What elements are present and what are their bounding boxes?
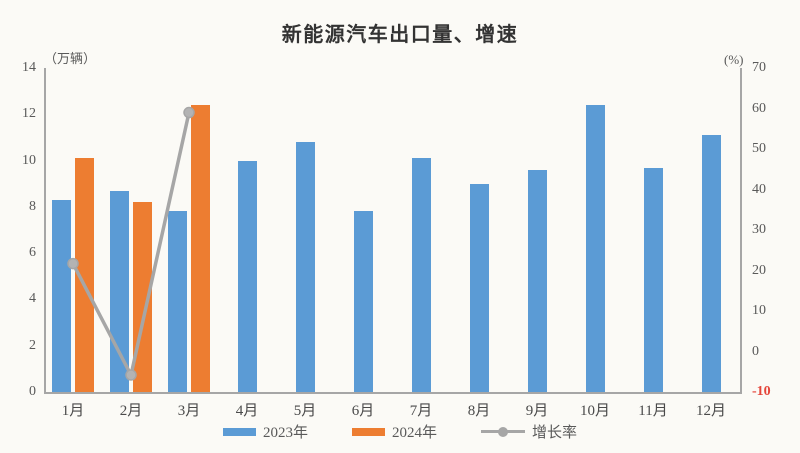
bar-2023年-10月	[585, 105, 605, 392]
legend-label-2023年: 2023年	[262, 425, 308, 441]
left-axis-tick-2: 2	[29, 337, 36, 353]
legend-swatch-2023年	[222, 427, 256, 436]
bar-2023年-5月	[295, 142, 315, 392]
x-axis-label-6月: 6月	[351, 403, 375, 419]
legend-line-marker-增长率	[481, 426, 525, 437]
growth-rate-line	[71, 112, 191, 381]
growth-rate-marker-3月	[183, 106, 195, 119]
bar-2023年-1月	[52, 199, 71, 392]
bar-2023年-6月	[353, 211, 373, 392]
right-axis-tick-60: 60	[752, 100, 766, 116]
bar-2023年-9月	[527, 169, 547, 392]
bar-2023年-7月	[411, 158, 431, 392]
x-axis-label-3月: 3月	[177, 403, 201, 419]
left-axis-tick-10: 10	[22, 152, 36, 168]
right-axis-tick-20: 20	[752, 262, 766, 278]
right-axis-unit-label: (%)	[724, 52, 744, 67]
bar-2024年-3月	[191, 105, 210, 392]
bar-2023年-11月	[643, 167, 663, 392]
legend-item-增长率: 增长率	[481, 421, 577, 442]
right-axis-tick-30: 30	[752, 222, 766, 237]
left-axis-tick-12: 12	[22, 106, 36, 122]
legend-swatch-2024年	[351, 427, 385, 436]
left-axis-tick-8: 8	[29, 198, 36, 214]
x-axis-line	[44, 392, 742, 394]
right-axis-tick-40: 40	[752, 181, 766, 197]
bar-2023年-4月	[237, 160, 257, 392]
legend-item-2023年: 2023年	[222, 421, 308, 442]
right-axis-tick-10: 10	[752, 303, 766, 318]
left-axis-tick-0: 0	[29, 384, 36, 399]
legend-label-增长率: 增长率	[532, 425, 578, 441]
legend-dot-增长率	[498, 426, 508, 437]
right-axis-tick-0: 0	[752, 343, 759, 359]
legend-item-2024年: 2024年	[351, 421, 437, 442]
x-axis-label-4月: 4月	[235, 403, 259, 419]
bar-2023年-8月	[469, 183, 489, 392]
bar-2023年-3月	[168, 211, 187, 392]
x-axis-label-11月: 11月	[638, 403, 668, 419]
x-axis-label-1月: 1月	[61, 403, 85, 419]
growth-rate-marker-2月	[125, 369, 137, 381]
left-axis-tick-14: 14	[22, 60, 36, 75]
right-axis-tick-70: 70	[752, 60, 766, 75]
growth-rate-marker-1月	[67, 257, 79, 270]
x-axis-label-7月: 7月	[409, 403, 433, 419]
right-axis-tick-50: 50	[752, 141, 766, 156]
bar-2024年-1月	[75, 158, 94, 392]
x-axis-label-12月: 12月	[695, 403, 726, 419]
legend: 2023年 2024年 增长率	[0, 421, 800, 442]
x-axis-label-2月: 2月	[119, 403, 143, 419]
y-axis-right-line	[740, 68, 742, 392]
bar-2023年-12月	[701, 135, 721, 392]
x-axis-label-9月: 9月	[525, 403, 549, 419]
y-axis-left-line	[44, 68, 46, 392]
chart-title: 新能源汽车出口量、增速	[281, 24, 519, 46]
left-axis-unit-label: （万辆）	[44, 51, 97, 66]
left-axis-tick-4: 4	[29, 291, 36, 307]
legend-label-2024年: 2024年	[391, 425, 437, 441]
x-axis-label-10月: 10月	[579, 403, 610, 419]
left-axis-tick-6: 6	[29, 245, 36, 261]
x-axis-label-8月: 8月	[467, 403, 491, 419]
x-axis-label-5月: 5月	[293, 403, 317, 419]
right-axis-tick--10: -10	[752, 384, 771, 399]
